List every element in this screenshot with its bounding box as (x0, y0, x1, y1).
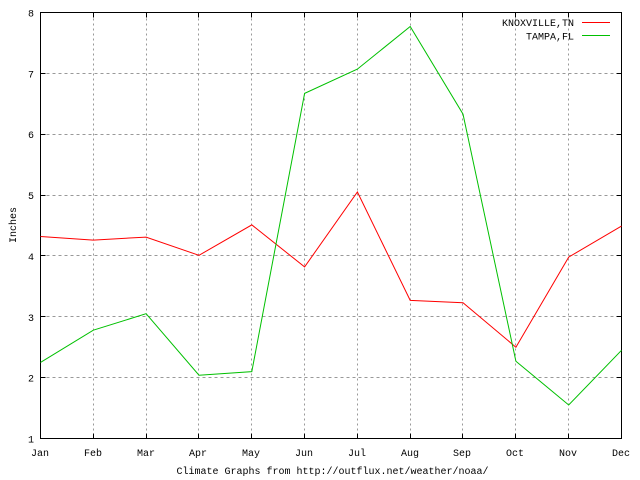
svg-text:Oct: Oct (506, 449, 524, 460)
svg-text:7: 7 (28, 71, 34, 82)
svg-text:8: 8 (28, 10, 34, 21)
svg-text:6: 6 (28, 131, 34, 142)
svg-text:Apr: Apr (189, 449, 207, 460)
svg-text:Nov: Nov (559, 449, 577, 460)
svg-text:TAMPA,FL: TAMPA,FL (526, 33, 574, 44)
svg-text:5: 5 (28, 192, 34, 203)
svg-text:Climate Graphs from http://out: Climate Graphs from http://outflux.net/w… (176, 466, 488, 478)
svg-text:May: May (242, 449, 260, 460)
svg-text:1: 1 (28, 436, 34, 447)
svg-text:Jan: Jan (31, 449, 49, 460)
svg-text:Dec: Dec (612, 449, 630, 460)
svg-text:Jun: Jun (295, 449, 313, 460)
svg-text:Mar: Mar (137, 449, 155, 460)
svg-text:Jul: Jul (348, 448, 366, 460)
svg-text:4: 4 (28, 253, 34, 264)
svg-text:Feb: Feb (84, 448, 102, 460)
svg-text:Inches: Inches (8, 207, 20, 243)
svg-text:Sep: Sep (453, 449, 471, 460)
svg-text:2: 2 (28, 375, 34, 386)
svg-text:3: 3 (28, 314, 34, 325)
svg-text:Aug: Aug (401, 449, 419, 460)
svg-text:KNOXVILLE,TN: KNOXVILLE,TN (502, 19, 574, 30)
